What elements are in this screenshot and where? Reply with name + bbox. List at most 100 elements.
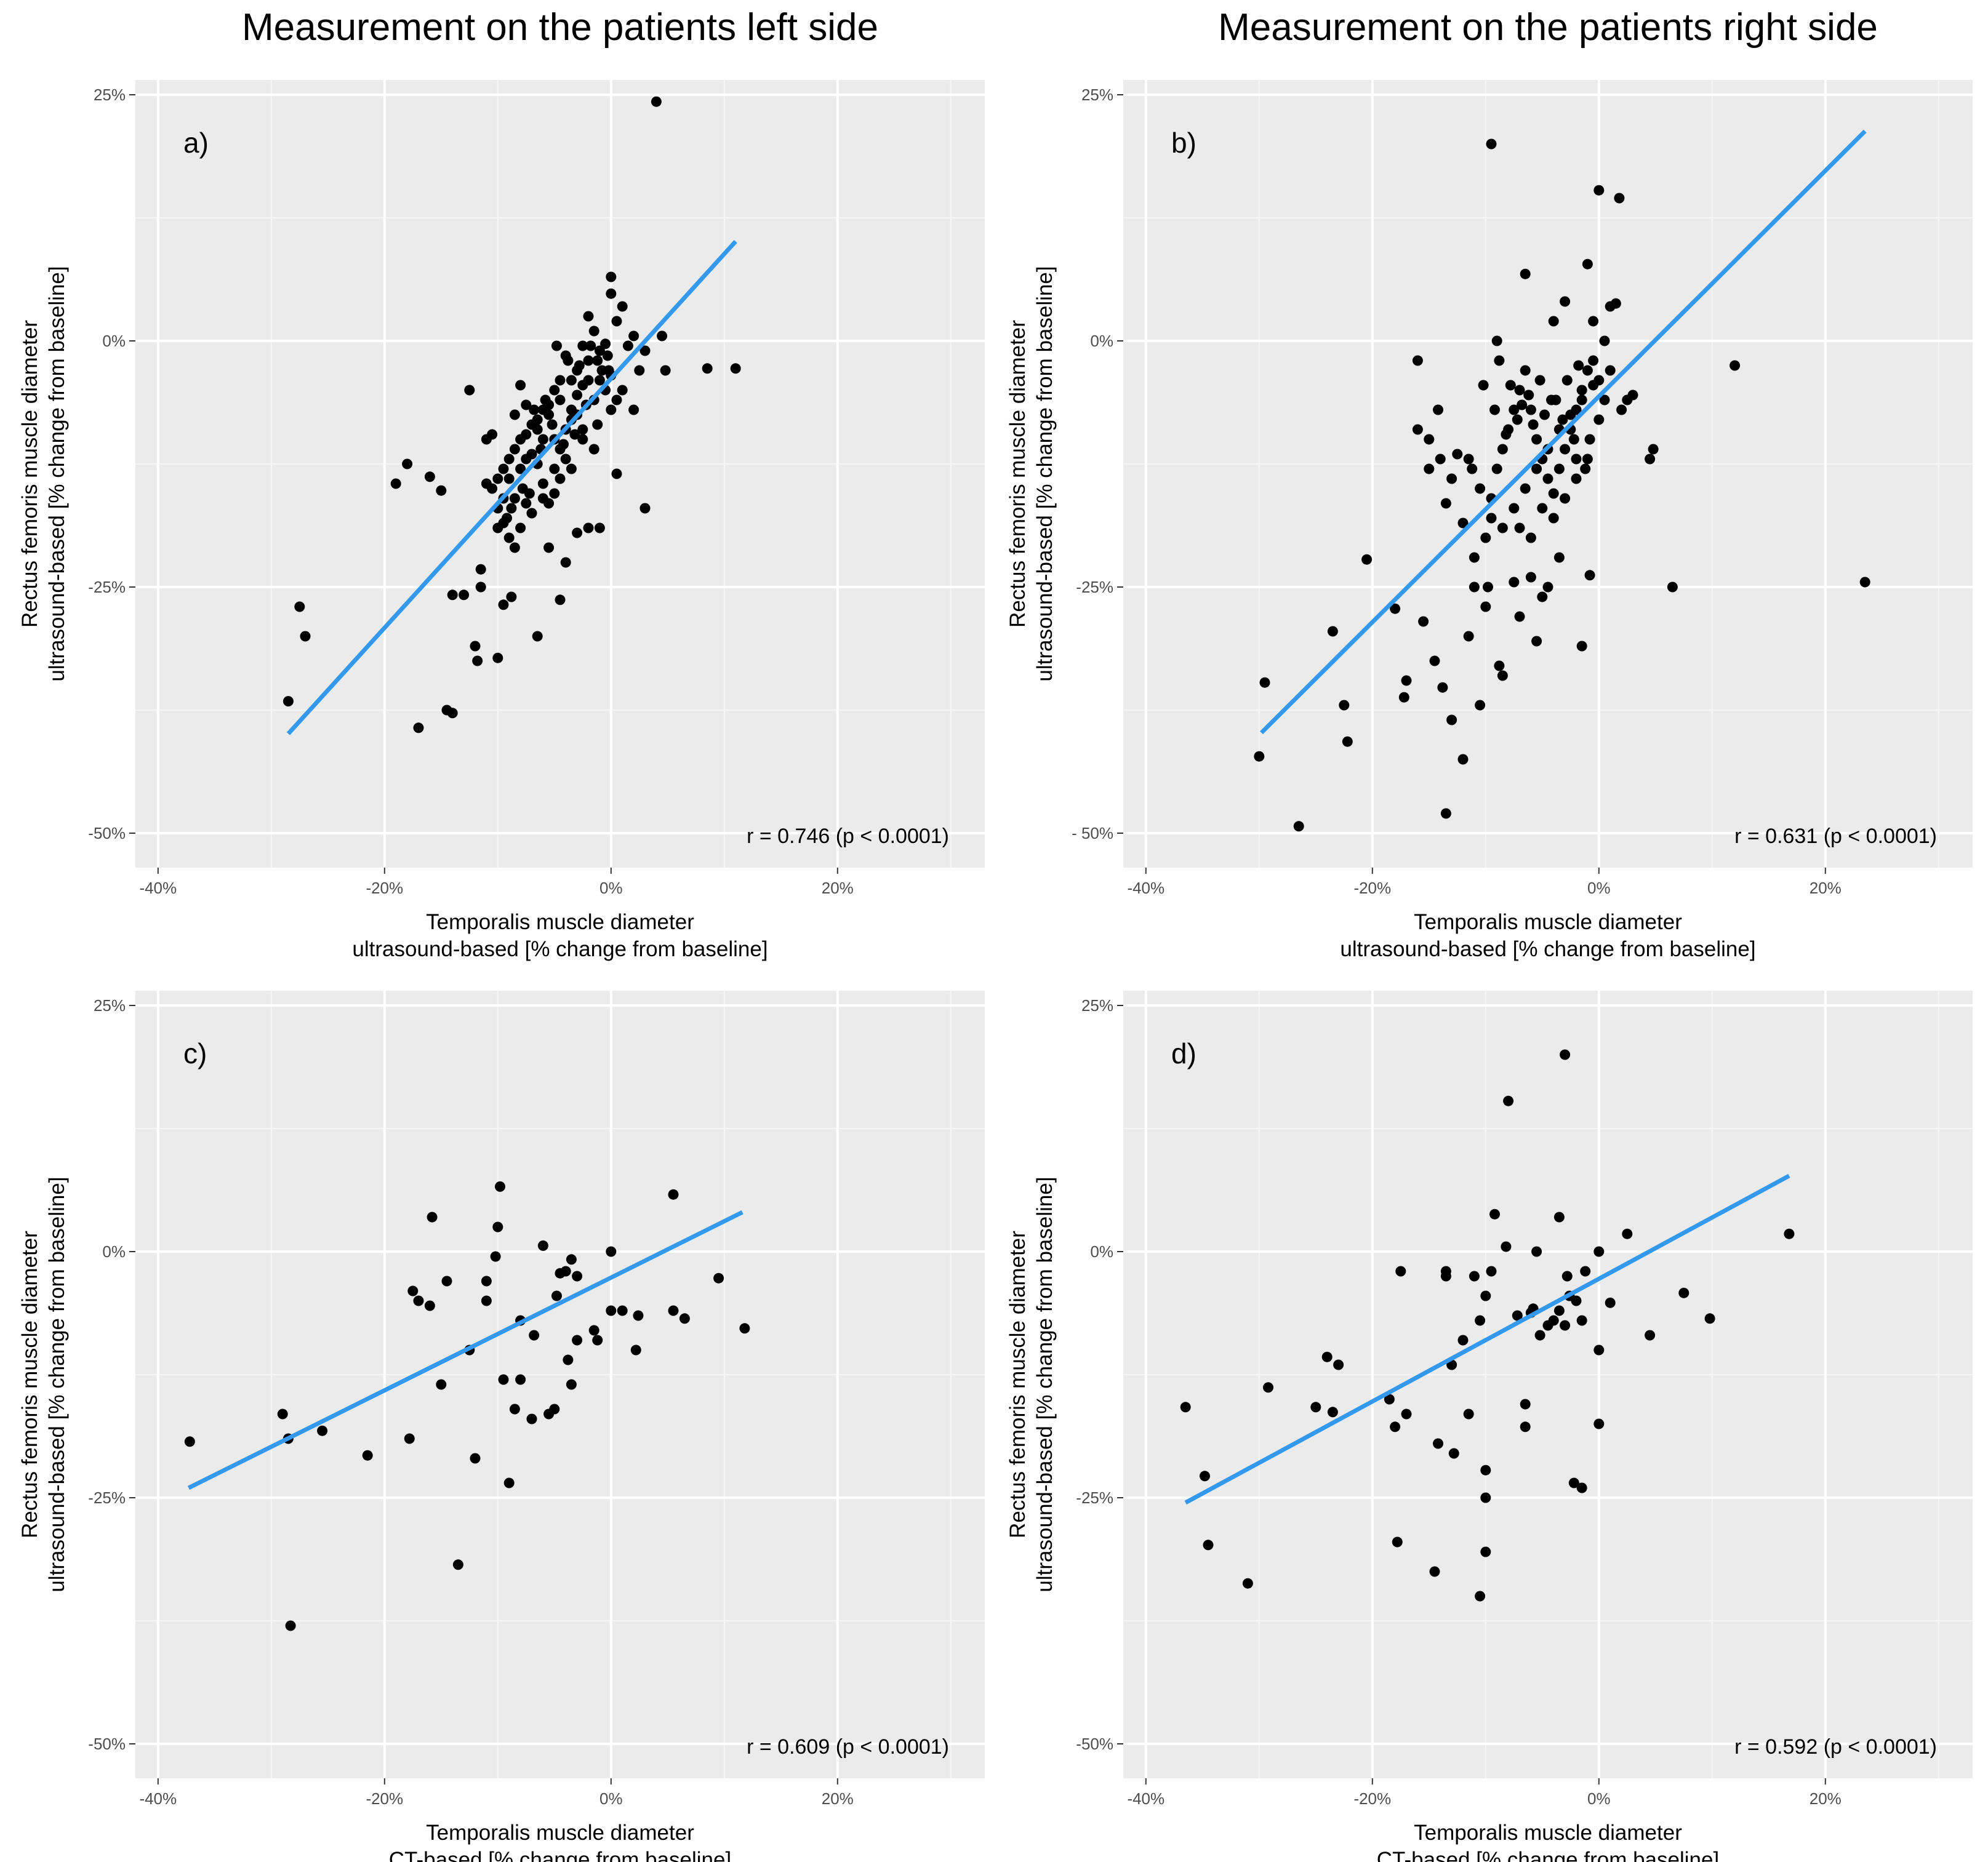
panel-2-data-point <box>1593 414 1605 425</box>
panel-2-data-point <box>1437 682 1448 693</box>
panel-1-data-point <box>509 409 520 420</box>
panel-1-annotation: r = 0.746 (p < 0.0001) <box>747 825 949 848</box>
panel-2-data-point <box>1573 360 1584 371</box>
panel-2-data-point <box>1582 454 1593 465</box>
panel-3-data-point <box>424 1300 435 1311</box>
panel-4-data-point <box>1480 1492 1491 1503</box>
title-right: Measurement on the patients right side <box>1218 6 1878 49</box>
panel-4-data-point <box>1448 1448 1459 1459</box>
panel-4-data-point <box>1199 1471 1210 1482</box>
panel-4-data-point <box>1457 1335 1469 1346</box>
panel-4-tag: d) <box>1171 1037 1196 1069</box>
panel-4-fit-line <box>1184 1173 1790 1505</box>
panel-2-tag: b) <box>1171 127 1196 159</box>
panel-3-tag: c) <box>183 1037 207 1069</box>
panel-1-data-point <box>577 424 588 435</box>
panel-1-data-point <box>611 394 622 406</box>
panel-1-data-point <box>424 471 435 482</box>
panel-2-data-point <box>1568 434 1579 445</box>
panel-2-data-point <box>1576 641 1587 652</box>
panel-3-data-point <box>317 1425 328 1436</box>
panel-3-data-point <box>362 1450 373 1461</box>
panel-1-x-tick-label: 0% <box>599 879 623 897</box>
panel-1-data-point <box>628 404 639 415</box>
panel-2-data-point <box>1534 375 1545 386</box>
panel-2-data-point <box>1452 449 1463 460</box>
panel-2-data-point <box>1557 414 1568 425</box>
panel-3-y-tick-label: 25% <box>94 996 126 1015</box>
panel-1-data-point <box>492 522 503 533</box>
panel-4-data-point <box>1392 1536 1403 1548</box>
panel-2-data-point <box>1610 298 1621 309</box>
panel-4-data-point <box>1605 1297 1616 1308</box>
panel-2-data-point <box>1440 808 1451 819</box>
panel-2-data-point <box>1491 463 1502 474</box>
panel-3-x-axis-title: Temporalis muscle diameter <box>426 1821 694 1845</box>
panel-1-data-point <box>606 271 617 282</box>
panel-3-x-tick-label: -40% <box>139 1789 177 1808</box>
panel-1-fit-line <box>286 240 737 735</box>
panel-4-data-point <box>1263 1382 1274 1393</box>
panel-1-y-axis-title: Rectus femoris muscle diameter <box>18 320 42 628</box>
panel-3-data-point <box>572 1335 583 1346</box>
panel-1-data-point <box>506 503 517 514</box>
panel-1-data-point <box>639 345 651 356</box>
panel-4: -40% -20% 0% 20% 25% 0% -25% -50% d) r = 0.592 (p… <box>1006 991 1973 1862</box>
panel-3-y-tick-label: -25% <box>88 1488 126 1507</box>
panel-1-data-point <box>402 458 413 469</box>
panel-2-data-point <box>1480 601 1491 612</box>
panel-2-data-point <box>1475 483 1486 494</box>
panel-1-data-point <box>532 424 543 435</box>
panel-1-data-point <box>628 330 639 342</box>
panel-2-data-point <box>1520 483 1531 494</box>
panel-1-x-tick-label: -20% <box>366 879 403 897</box>
panel-3-data-point <box>503 1477 515 1488</box>
panel-2-data-point <box>1418 616 1429 627</box>
panel-1-data-point <box>543 409 555 420</box>
panel-1-data-point <box>529 404 540 415</box>
panel-3-data-point <box>277 1408 288 1420</box>
panel-1-data-point <box>702 363 713 374</box>
panel-2-data-point <box>1560 493 1571 504</box>
panel-3-data-point <box>481 1295 492 1306</box>
panel-1-y-tick-label: 25% <box>94 86 126 104</box>
panel-2-y-tick-label: 0% <box>1090 332 1113 350</box>
panel-1-data-point <box>657 330 668 342</box>
panel-2-y-tick-label: -25% <box>1076 578 1113 596</box>
panel-1-data-point <box>300 631 311 642</box>
panel-1-data-point <box>583 311 594 322</box>
panel-3: -40% -20% 0% 20% 25% 0% -25% -50% c) r = 0.609 (p… <box>18 991 985 1862</box>
panel-1-x-axis-title: Temporalis muscle diameter <box>426 910 694 934</box>
panel-1-data-point <box>447 589 458 601</box>
panel-3-data-point <box>566 1254 577 1265</box>
panel-4-x-tick-label: -40% <box>1127 1789 1164 1808</box>
panel-3-plot-background <box>135 991 985 1778</box>
panel-2-data-point <box>1525 532 1536 543</box>
panel-2-y-axis-title: Rectus femoris muscle diameter <box>1006 320 1030 628</box>
panel-3-data-point <box>494 1181 505 1192</box>
panel-4-data-point <box>1548 1315 1559 1326</box>
panel-4-data-point <box>1501 1241 1512 1252</box>
panel-2-data-point <box>1859 577 1870 588</box>
panel-3-data-point <box>492 1221 503 1233</box>
panel-2-data-point <box>1614 193 1625 204</box>
panel-1-data-point <box>585 340 596 351</box>
panel-1-x-axis-title: ultrasound-based [% change from baseline… <box>352 937 768 961</box>
panel-2-data-point <box>1509 577 1520 588</box>
panel-1-data-point <box>574 360 585 371</box>
panel-3-data-point <box>413 1295 424 1306</box>
panel-1-data-point <box>583 355 594 366</box>
panel-2-data-point <box>1593 185 1605 196</box>
panel-2-data-point <box>1588 316 1599 327</box>
panel-2-data-point <box>1412 355 1423 366</box>
panel-1-data-point <box>515 380 526 391</box>
panel-4-data-point <box>1520 1421 1531 1432</box>
panel-2-data-point <box>1361 554 1373 565</box>
panel-1-data-point <box>547 419 558 430</box>
panel-1-data-point <box>521 454 532 465</box>
panel-4-data-point <box>1520 1399 1531 1410</box>
panel-3-x-axis-title: CT-based [% change from baseline] <box>389 1848 731 1862</box>
panel-2-data-point <box>1580 463 1591 474</box>
panel-1-data-point <box>447 708 458 719</box>
